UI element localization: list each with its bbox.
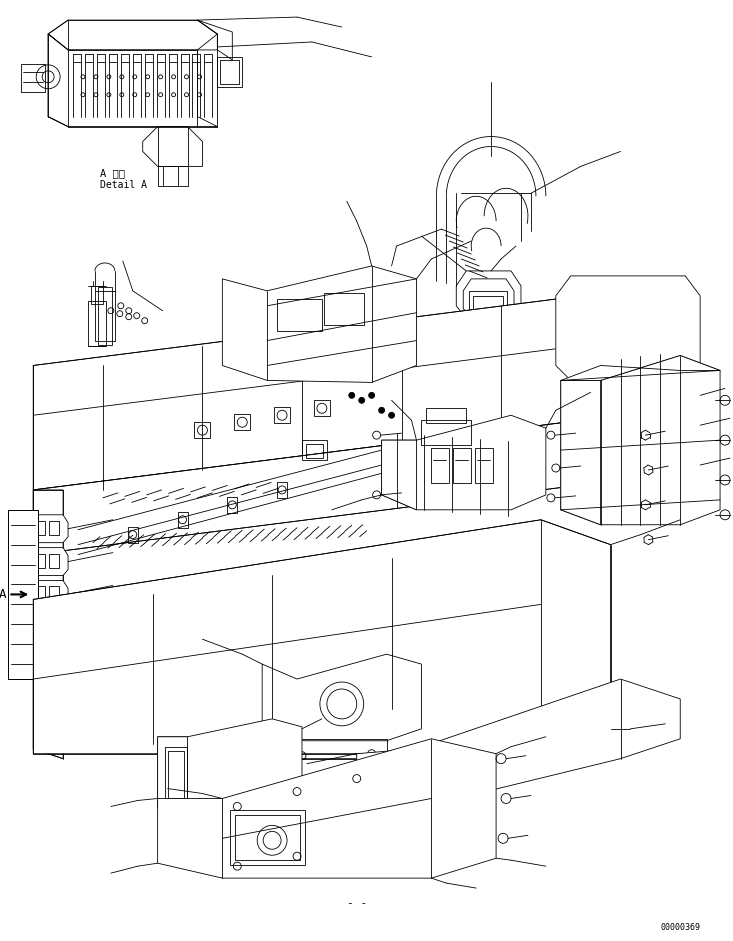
Bar	[292, 739, 386, 758]
Bar	[235, 816, 300, 860]
Bar	[483, 355, 511, 373]
Polygon shape	[48, 34, 218, 127]
Polygon shape	[33, 490, 63, 758]
Bar	[21, 553, 32, 567]
Text: - -: - -	[347, 898, 366, 908]
Bar	[277, 299, 322, 330]
Text: A: A	[0, 588, 7, 601]
Polygon shape	[197, 20, 232, 60]
Bar	[177, 512, 188, 528]
Bar	[324, 293, 364, 325]
Bar	[21, 586, 32, 600]
Polygon shape	[561, 356, 720, 380]
Bar	[421, 421, 471, 445]
Polygon shape	[48, 20, 218, 50]
Bar	[35, 520, 45, 534]
Bar	[194, 423, 210, 439]
Bar	[128, 527, 138, 543]
Polygon shape	[556, 276, 700, 380]
Bar	[49, 553, 59, 567]
Bar	[88, 301, 106, 345]
Bar	[49, 586, 59, 600]
Bar	[306, 444, 323, 458]
Text: 00000369: 00000369	[660, 923, 700, 933]
Bar	[168, 751, 183, 799]
Text: Detail A: Detail A	[100, 181, 147, 190]
Bar	[230, 810, 305, 865]
Polygon shape	[158, 737, 188, 819]
Circle shape	[379, 407, 385, 413]
Bar	[165, 747, 186, 802]
Bar	[475, 448, 493, 483]
Polygon shape	[13, 581, 68, 609]
Polygon shape	[48, 34, 68, 127]
Bar	[35, 586, 45, 600]
Bar	[49, 619, 59, 633]
Bar	[432, 448, 449, 483]
Bar	[474, 326, 506, 345]
Polygon shape	[357, 679, 680, 808]
Bar	[35, 553, 45, 567]
Bar	[474, 295, 503, 310]
Circle shape	[369, 392, 375, 398]
Polygon shape	[33, 519, 611, 754]
Bar	[302, 440, 327, 460]
Bar	[235, 414, 250, 430]
Polygon shape	[33, 415, 621, 554]
Circle shape	[358, 397, 365, 404]
Bar	[21, 652, 32, 666]
Polygon shape	[158, 719, 302, 819]
Polygon shape	[382, 415, 546, 510]
Polygon shape	[561, 380, 600, 525]
Bar	[49, 652, 59, 666]
Polygon shape	[158, 739, 496, 878]
Bar	[35, 652, 45, 666]
Bar	[453, 448, 471, 483]
Circle shape	[388, 412, 394, 418]
Polygon shape	[33, 291, 680, 490]
Polygon shape	[13, 614, 68, 641]
Bar	[21, 520, 32, 534]
Circle shape	[349, 392, 355, 398]
Bar	[227, 497, 237, 513]
Bar	[49, 520, 59, 534]
Bar	[35, 619, 45, 633]
Polygon shape	[13, 646, 68, 674]
Bar	[221, 60, 239, 84]
Bar	[427, 408, 466, 423]
Bar	[91, 286, 103, 304]
Bar	[158, 167, 188, 186]
Bar	[274, 407, 290, 423]
Bar	[98, 287, 112, 344]
Bar	[469, 291, 507, 311]
Polygon shape	[382, 440, 416, 510]
Polygon shape	[222, 266, 416, 382]
Bar	[8, 510, 38, 679]
Text: A 詳細: A 詳細	[100, 168, 125, 179]
Polygon shape	[561, 356, 720, 525]
Bar	[314, 400, 330, 416]
Polygon shape	[13, 548, 68, 576]
Bar	[21, 619, 32, 633]
Bar	[277, 482, 287, 498]
Polygon shape	[13, 515, 68, 543]
Bar	[95, 291, 115, 341]
Bar	[218, 56, 243, 87]
